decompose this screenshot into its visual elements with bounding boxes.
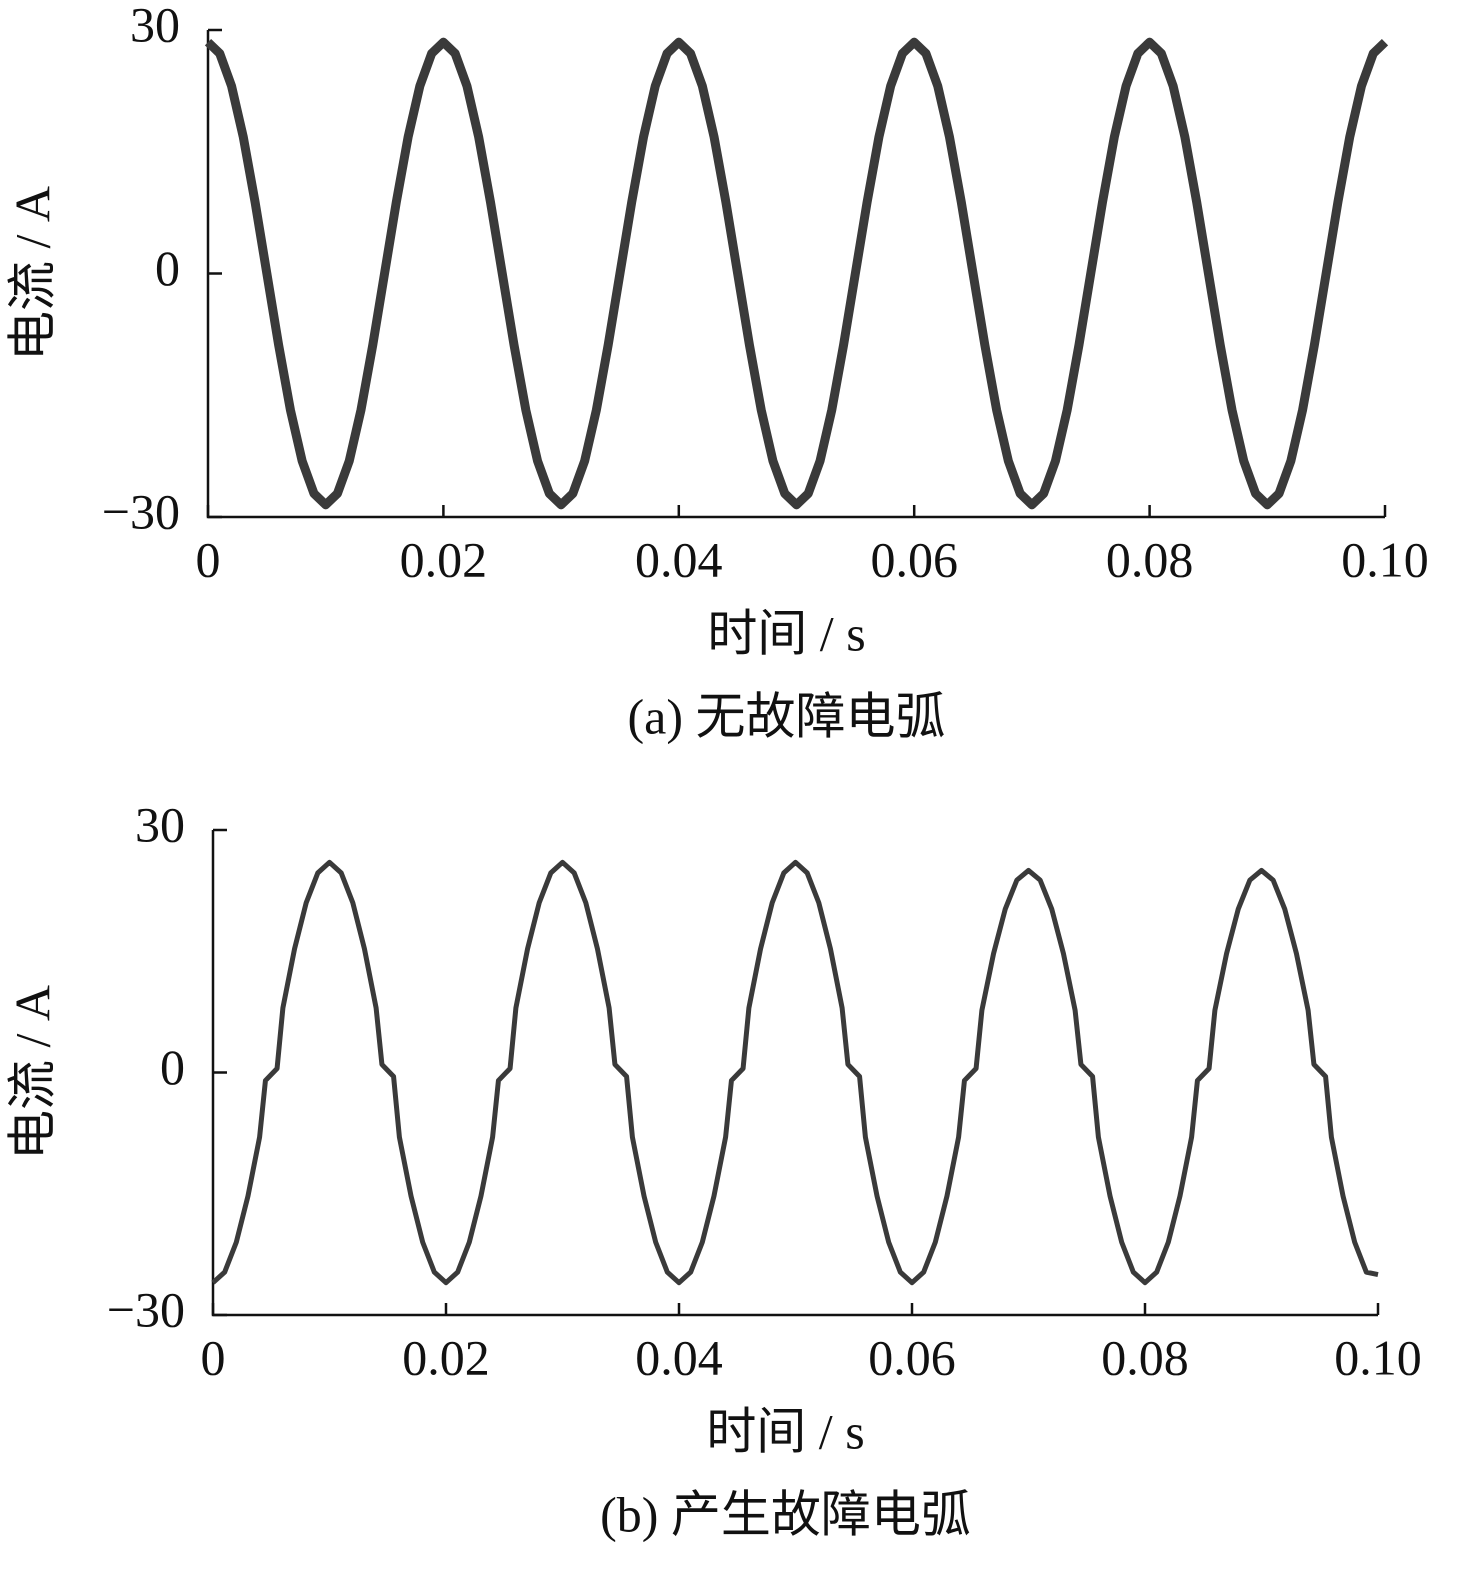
x-tick-label: 0.08 [1101, 1329, 1189, 1385]
x-tick-label: 0 [196, 531, 221, 587]
x-tick-label: 0.02 [402, 1329, 490, 1385]
x-tick-label: 0 [201, 1329, 226, 1385]
y-axis-label: 电流 / A [4, 985, 60, 1160]
data-line [204, 37, 1389, 510]
x-tick-label: 0.04 [635, 531, 723, 587]
data-line [211, 859, 1379, 1286]
x-axis-label: 时间 / s [707, 605, 865, 661]
caption: (a) 无故障电弧 [628, 688, 946, 744]
x-tick-label: 0.10 [1334, 1329, 1422, 1385]
x-tick-label: 0.06 [870, 531, 958, 587]
x-tick-label: 0.08 [1106, 531, 1194, 587]
x-tick-label: 0.06 [868, 1329, 956, 1385]
x-tick-label: 0.02 [400, 531, 488, 587]
y-tick-label: 30 [130, 0, 180, 52]
caption: (b) 产生故障电弧 [600, 1486, 971, 1542]
x-tick-label: 0.10 [1341, 531, 1429, 587]
y-tick-label: 30 [135, 796, 185, 852]
y-tick-label: 0 [155, 240, 180, 296]
x-tick-label: 0.04 [635, 1329, 723, 1385]
y-tick-label: −30 [102, 483, 180, 539]
x-axis-label: 时间 / s [706, 1403, 864, 1459]
y-axis-label: 电流 / A [4, 186, 60, 361]
y-tick-label: 0 [160, 1039, 185, 1095]
y-tick-label: −30 [107, 1281, 185, 1337]
